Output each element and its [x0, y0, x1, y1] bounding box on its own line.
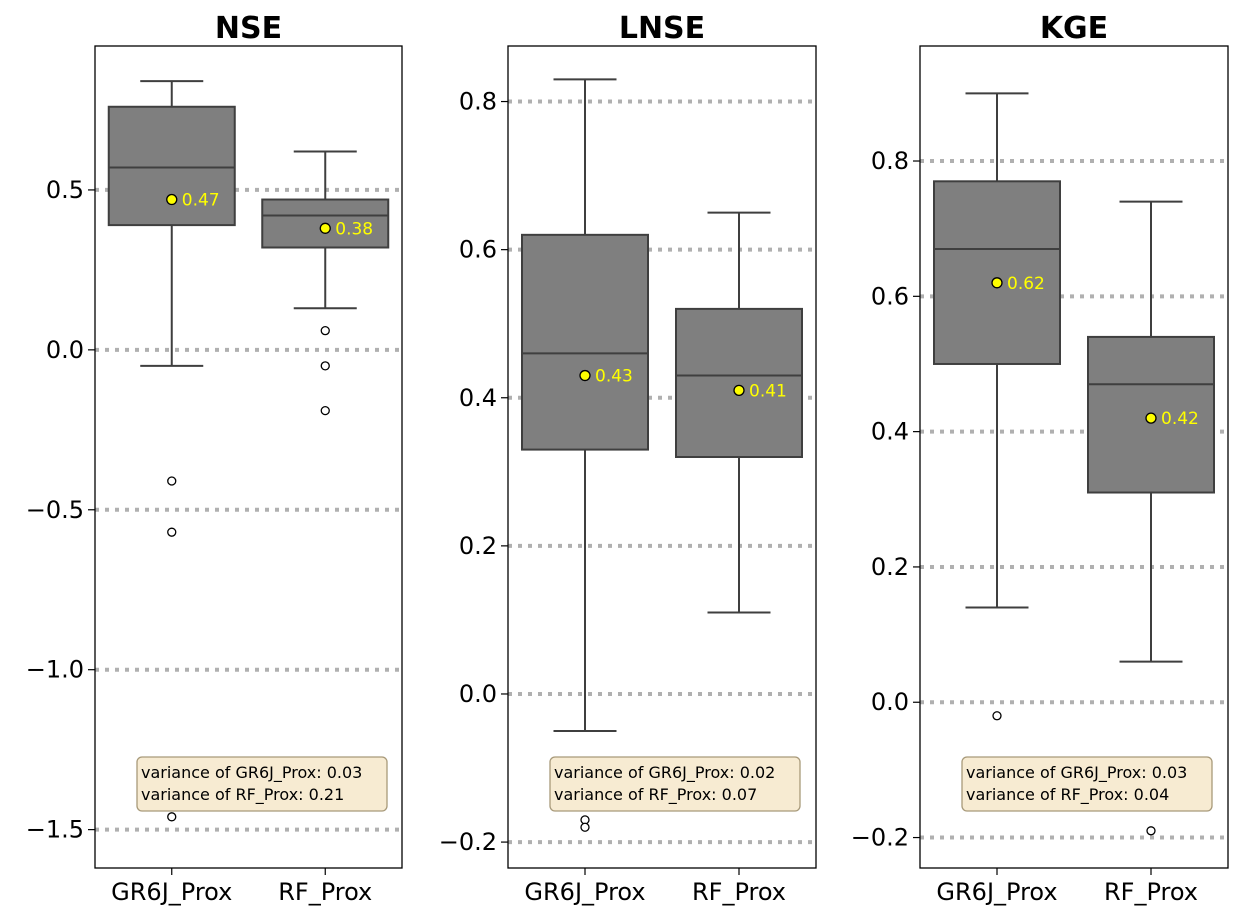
outlier-point	[320, 361, 330, 371]
chart-title: NSE	[215, 11, 282, 46]
mean-marker	[991, 277, 1003, 289]
box-rf-prox	[675, 307, 803, 459]
box-gr6j-prox	[933, 180, 1061, 365]
mean-marker	[166, 193, 178, 206]
box-gr6j-prox	[107, 105, 236, 227]
plot-frame	[507, 45, 817, 869]
box-gr6j-prox	[521, 233, 649, 451]
y-tick-label: 0.0	[871, 688, 909, 716]
mean-marker	[579, 369, 591, 382]
outlier-point	[320, 405, 330, 416]
outlier-point	[167, 476, 177, 486]
mean-label: 0.42	[1161, 409, 1199, 429]
y-tick-label: 0.2	[459, 532, 497, 560]
variance-annotation	[961, 756, 1213, 812]
mean-label: 0.38	[335, 219, 373, 239]
plot-frame	[94, 45, 403, 869]
chart-title: LNSE	[619, 11, 705, 46]
y-tick-label: 0.2	[871, 553, 909, 581]
variance-text: variance of RF_Prox: 0.21	[141, 785, 344, 805]
y-tick-label: 0.6	[459, 236, 497, 264]
y-tick-label: 0.4	[459, 384, 497, 412]
y-tick-label: 0.8	[459, 88, 497, 116]
mean-label: 0.43	[595, 367, 633, 387]
mean-marker	[1145, 412, 1157, 424]
y-tick-label: 0.0	[46, 336, 84, 364]
mean-label: 0.62	[1007, 274, 1045, 294]
y-tick-label: −1.5	[26, 816, 84, 844]
variance-text: variance of GR6J_Prox: 0.03	[141, 763, 362, 783]
y-tick-label: −0.5	[26, 496, 84, 524]
y-tick-label: 0.0	[459, 680, 497, 708]
outlier-point	[320, 326, 330, 336]
mean-label: 0.47	[182, 191, 220, 211]
x-tick-label: RF_Prox	[278, 878, 372, 906]
x-tick-label: GR6J_Prox	[936, 878, 1057, 906]
x-tick-label: RF_Prox	[1104, 878, 1198, 906]
y-tick-label: 0.6	[871, 282, 909, 310]
y-tick-label: 0.8	[871, 147, 909, 175]
variance-text: variance of GR6J_Prox: 0.03	[966, 763, 1187, 783]
outlier-point	[167, 527, 177, 537]
y-tick-label: −0.2	[851, 824, 909, 852]
y-tick-label: −0.2	[439, 828, 497, 856]
panel-lnse: LNSE 0.8 0.6 0.4 0.2 0.0 −0.2 0.43 GR6J_Prox 0.41…	[439, 11, 817, 906]
panel-nse: NSE 0.5 0.0 −0.5 −1.0 −1.5 0.47 GR6J_Prox 0.38 RF…	[26, 11, 403, 906]
x-tick-label: GR6J_Prox	[524, 878, 645, 906]
outlier-point	[167, 812, 177, 822]
y-tick-label: 0.4	[871, 418, 909, 446]
variance-text: variance of RF_Prox: 0.07	[554, 785, 757, 805]
variance-text: variance of RF_Prox: 0.04	[966, 785, 1169, 805]
chart-title: KGE	[1040, 11, 1108, 46]
mean-marker	[319, 222, 331, 234]
x-tick-label: RF_Prox	[692, 878, 786, 906]
y-tick-label: 0.5	[46, 176, 84, 204]
plot-frame	[919, 45, 1229, 869]
outlier-point	[580, 822, 590, 832]
x-tick-label: GR6J_Prox	[111, 878, 232, 906]
outlier-point	[992, 711, 1002, 721]
mean-marker	[733, 384, 745, 397]
variance-annotation	[136, 756, 388, 812]
outlier-point	[1146, 826, 1156, 836]
panel-kge: KGE 0.8 0.6 0.4 0.2 0.0 −0.2 0.62 GR6J_Prox 0.42 R…	[851, 11, 1229, 906]
y-tick-label: −1.0	[26, 656, 84, 684]
mean-label: 0.41	[749, 381, 787, 401]
variance-annotation	[549, 756, 801, 812]
variance-text: variance of GR6J_Prox: 0.02	[554, 763, 775, 783]
